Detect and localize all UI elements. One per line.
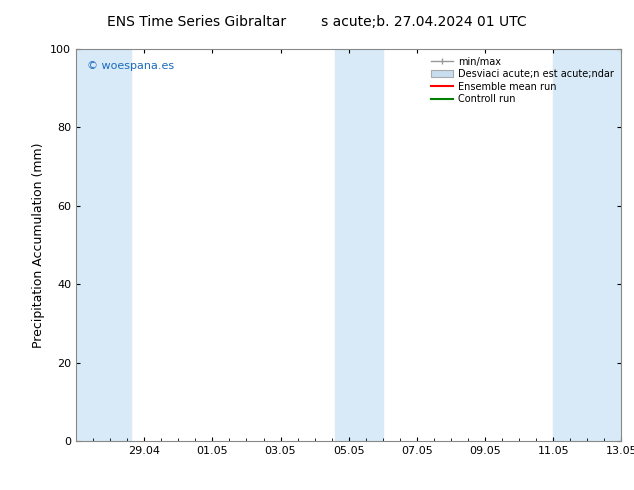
Text: © woespana.es: © woespana.es	[87, 61, 174, 71]
Legend: min/max, Desviaci acute;n est acute;ndar, Ensemble mean run, Controll run: min/max, Desviaci acute;n est acute;ndar…	[429, 54, 616, 107]
Bar	[553, 49, 621, 441]
Bar	[76, 49, 131, 441]
Text: ENS Time Series Gibraltar        s acute;b. 27.04.2024 01 UTC: ENS Time Series Gibraltar s acute;b. 27.…	[107, 15, 527, 29]
Bar	[335, 49, 383, 441]
Y-axis label: Precipitation Accumulation (mm): Precipitation Accumulation (mm)	[32, 142, 44, 348]
